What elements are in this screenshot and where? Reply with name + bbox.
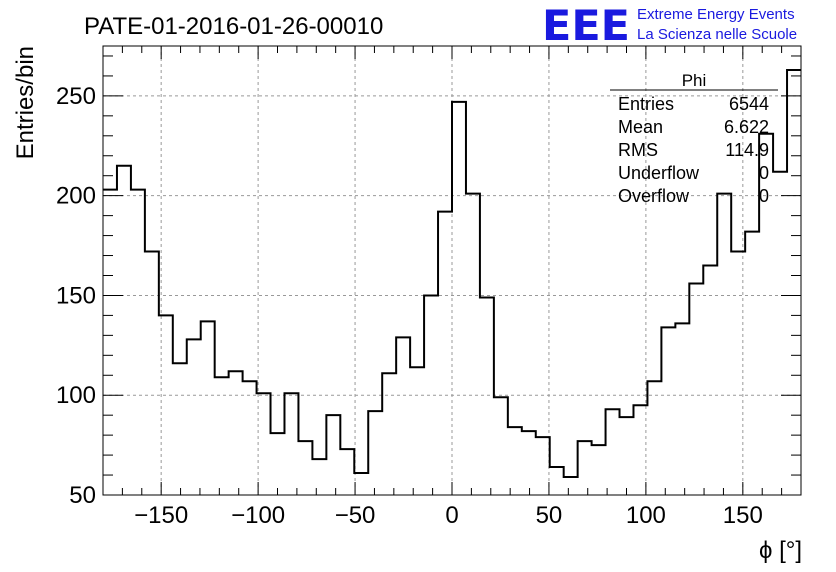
y-tick-label: 250 (56, 83, 96, 110)
stats-row: Entries 6544 (618, 94, 769, 114)
y-axis-label: Entries/bin (12, 46, 39, 159)
x-axis-label: ϕ [°] (759, 537, 802, 564)
stats-row: RMS 114.9 (618, 140, 769, 160)
logo-line-2: La Scienza nelle Scuole (637, 26, 797, 43)
stats-row-label: Mean (618, 117, 663, 137)
x-tick-label: −100 (231, 502, 285, 529)
x-tick-label: 0 (445, 502, 458, 529)
stats-box-title: Phi (682, 71, 707, 90)
x-tick-label: −150 (134, 502, 188, 529)
logo-letters: EEE (542, 1, 630, 50)
stats-row-value: 6.622 (724, 117, 769, 137)
stats-row-label: Overflow (618, 186, 690, 206)
x-tick-label: 100 (626, 502, 666, 529)
stats-row-value: 114.9 (725, 140, 769, 160)
stats-row: Mean 6.622 (618, 117, 769, 137)
y-tick-label: 100 (56, 382, 96, 409)
y-tick-label: 200 (56, 183, 96, 210)
histogram-bars (103, 68, 801, 479)
y-tick-label: 150 (56, 282, 96, 309)
stats-row: Overflow 0 (618, 186, 769, 206)
stats-row-label: Entries (618, 94, 674, 114)
stats-row-label: RMS (618, 140, 658, 160)
histogram-outline (103, 68, 801, 479)
x-axis: −150 −100 −50 0 50 100 150 (121, 46, 802, 529)
y-tick-label: 50 (69, 482, 96, 509)
stats-box: Phi Entries 6544 Mean 6.622 RMS 114.9 Underflo… (610, 71, 778, 206)
stats-row-value: 0 (759, 163, 769, 183)
eee-logo: EEE Extreme Energy Events La Scienza nel… (542, 1, 797, 50)
stats-row-label: Underflow (618, 163, 700, 183)
x-tick-label: 50 (536, 502, 563, 529)
y-axis: 50 100 150 200 250 (56, 55, 801, 509)
stats-row: Underflow 0 (618, 163, 769, 183)
stats-row-value: 6544 (729, 94, 769, 114)
logo-line-1: Extreme Energy Events (637, 6, 795, 23)
run-title: PATE-01-2016-01-26-00010 (84, 13, 383, 40)
x-tick-label: −50 (335, 502, 376, 529)
x-tick-label: 150 (723, 502, 763, 529)
stats-row-value: 0 (759, 186, 769, 206)
